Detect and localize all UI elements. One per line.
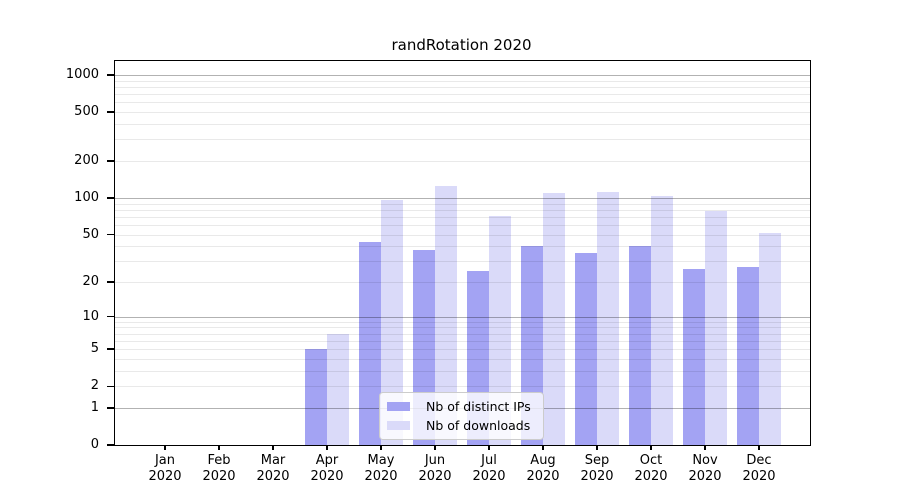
gridline-minor — [115, 161, 810, 162]
x-tick-label: Oct 2020 — [634, 453, 668, 484]
gridline-minor — [115, 261, 810, 263]
y-tick-label: 200 — [74, 153, 99, 168]
x-tick-label: Mar 2020 — [256, 453, 290, 484]
bar-downloads-sep — [597, 192, 619, 445]
gridline-minor — [115, 321, 810, 323]
bar-distinct-ips-apr — [305, 349, 327, 445]
gridline-minor — [115, 234, 810, 236]
gridline-minor — [115, 386, 810, 388]
x-tick-label: Dec 2020 — [742, 453, 776, 484]
x-tick-mark — [218, 445, 220, 450]
gridline-minor — [115, 87, 810, 88]
x-tick-label: Jan 2020 — [148, 453, 182, 484]
gridline-minor — [115, 246, 810, 248]
gridline-minor — [115, 124, 810, 125]
x-tick-mark — [164, 445, 166, 450]
y-tick-label: 500 — [74, 104, 99, 120]
y-tick-label: 1000 — [65, 67, 99, 82]
x-tick-label: Nov 2020 — [688, 453, 722, 484]
x-tick-mark — [542, 445, 544, 450]
bar-downloads-jun — [435, 185, 457, 445]
y-tick-mark — [107, 407, 114, 409]
x-tick-label: Feb 2020 — [202, 453, 236, 484]
bar-downloads-may — [381, 199, 403, 445]
gridline-major — [115, 75, 810, 77]
y-tick-label: 5 — [90, 341, 99, 357]
y-tick-mark — [107, 233, 114, 236]
y-tick-label: 2 — [90, 378, 99, 394]
gridline-minor — [115, 282, 810, 283]
bar-downloads-aug — [543, 193, 565, 445]
y-tick-mark — [107, 315, 114, 318]
y-tick-mark — [107, 281, 114, 283]
x-tick-mark — [488, 445, 490, 450]
gridline-minor — [115, 224, 810, 226]
gridline-major — [115, 197, 810, 200]
gridline-minor — [115, 216, 810, 218]
x-tick-label: May 2020 — [364, 453, 398, 484]
bar-downloads-nov — [705, 211, 727, 445]
y-tick-label: 100 — [74, 189, 99, 205]
legend-item-distinct-ips: Nb of distinct IPs — [387, 399, 531, 414]
x-tick-label: Jul 2020 — [472, 453, 506, 484]
y-tick-mark — [107, 160, 114, 162]
y-tick-mark — [107, 348, 114, 350]
gridline-minor — [115, 139, 810, 141]
bar-downloads-dec — [759, 233, 781, 445]
x-tick-label: Aug 2020 — [526, 453, 560, 484]
gridline-minor — [115, 209, 810, 211]
y-tick-label: 50 — [82, 226, 99, 242]
gridline-minor — [115, 349, 810, 351]
bar-downloads-jul — [489, 216, 511, 445]
y-tick-mark — [107, 385, 114, 387]
y-tick-mark — [107, 74, 114, 76]
legend: Nb of distinct IPs Nb of downloads — [379, 392, 544, 440]
x-tick-mark — [758, 445, 760, 450]
x-tick-mark — [272, 445, 274, 450]
x-tick-mark — [326, 445, 328, 450]
gridline-minor — [115, 327, 810, 329]
x-tick-label: Sep 2020 — [580, 453, 614, 484]
gridline-minor — [115, 333, 810, 335]
gridline-minor — [115, 94, 810, 96]
bar-downloads-apr — [327, 333, 349, 445]
plot-area: Nb of distinct IPs Nb of downloads 0 1 2 5 1… — [66, 60, 811, 484]
bar-distinct-ips-sep — [575, 253, 597, 445]
y-tick-label: 1 — [90, 399, 99, 415]
y-tick-mark — [107, 444, 114, 446]
bar-distinct-ips-may — [359, 242, 381, 445]
x-tick-mark — [596, 445, 598, 450]
gridline-minor — [115, 358, 810, 360]
legend-swatch-downloads — [387, 421, 410, 430]
gridline-minor — [115, 102, 810, 104]
bar-downloads-oct — [651, 196, 673, 445]
bar-distinct-ips-nov — [683, 268, 705, 445]
legend-label-distinct-ips: Nb of distinct IPs — [426, 399, 531, 414]
x-tick-label: Jun 2020 — [418, 453, 452, 484]
gridline-minor — [115, 112, 810, 114]
y-tick-label: 10 — [82, 308, 99, 324]
bar-distinct-ips-dec — [737, 266, 759, 445]
x-tick-label: Apr 2020 — [310, 453, 344, 484]
gridline-minor — [115, 370, 810, 372]
y-tick-mark — [107, 197, 114, 199]
gridline-major — [115, 316, 810, 318]
chart-title: randRotation 2020 — [391, 36, 532, 54]
x-tick-mark — [704, 445, 706, 450]
bar-distinct-ips-oct — [629, 246, 651, 445]
legend-label-downloads: Nb of downloads — [426, 418, 531, 433]
gridline-minor — [115, 203, 810, 205]
y-tick-label: 0 — [90, 437, 99, 452]
y-tick-label: 20 — [82, 274, 99, 289]
y-tick-mark — [107, 111, 114, 113]
gridline-minor — [115, 340, 810, 342]
x-tick-mark — [434, 445, 436, 450]
legend-swatch-distinct-ips — [387, 402, 410, 411]
gridline-minor — [115, 80, 810, 82]
legend-item-downloads: Nb of downloads — [387, 418, 531, 433]
x-tick-mark — [650, 445, 652, 450]
x-tick-mark — [380, 445, 382, 450]
